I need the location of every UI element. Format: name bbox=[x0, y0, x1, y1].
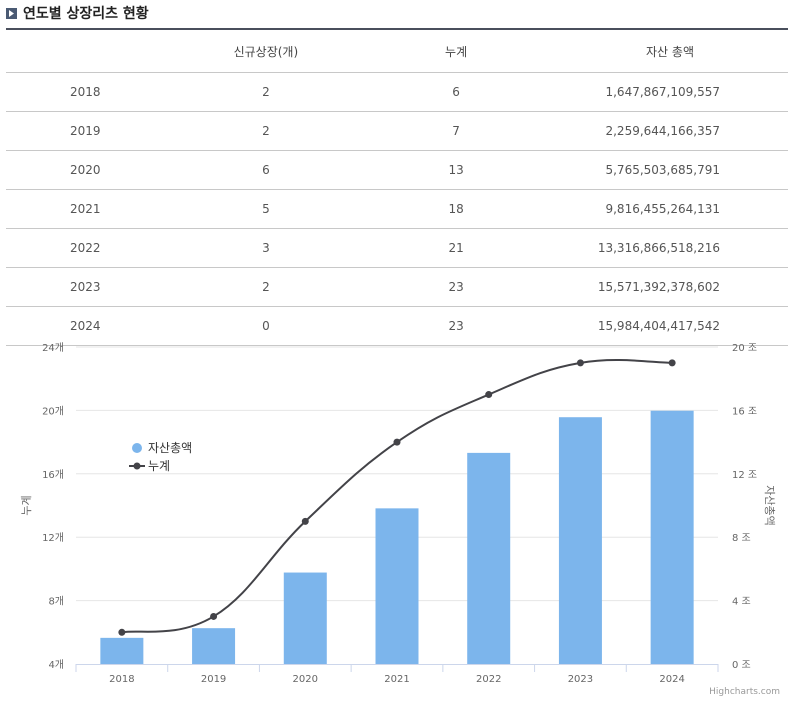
combo-chart: 4개 8개 12개 16개 20개 24개 0 조 4 조 8 조 12 조 16 조 20 조 201… bbox=[20, 342, 780, 697]
line-point-2019 bbox=[210, 612, 218, 620]
cell-year: 2020 bbox=[6, 150, 217, 190]
table-row: 2022 3 21 13,316,866,518,216 bbox=[6, 228, 788, 268]
cell-year: 2023 bbox=[6, 267, 217, 307]
left-axis-tick-label: 24개 bbox=[42, 342, 64, 354]
cell-new-listings: 2 bbox=[216, 72, 316, 112]
right-axis-tick-label: 8 조 bbox=[732, 533, 751, 544]
legend-item-cumulative: 누계 bbox=[148, 459, 170, 473]
cell-new-listings: 2 bbox=[216, 267, 316, 307]
left-axis-tick-label: 20개 bbox=[42, 405, 64, 417]
line-point-2023 bbox=[576, 359, 584, 367]
x-axis-tick-label: 2019 bbox=[201, 674, 226, 685]
cell-cumulative: 18 bbox=[315, 189, 597, 229]
left-axis-tick-label: 8개 bbox=[48, 596, 64, 608]
cell-total-assets: 2,259,644,166,357 bbox=[596, 111, 788, 151]
left-axis-tick-label: 12개 bbox=[42, 532, 64, 544]
right-axis-tick-label: 12 조 bbox=[732, 470, 757, 481]
x-axis-tick-label: 2018 bbox=[109, 674, 134, 685]
column-header-new-listings: 신규상장(개) bbox=[216, 28, 316, 73]
cell-total-assets: 5,765,503,685,791 bbox=[596, 150, 788, 190]
cell-cumulative: 7 bbox=[315, 111, 597, 151]
bar-2018 bbox=[100, 637, 144, 664]
x-axis-tick-label: 2024 bbox=[659, 674, 684, 685]
bar-2021 bbox=[375, 508, 419, 664]
cell-year: 2024 bbox=[6, 306, 217, 346]
cell-cumulative: 13 bbox=[315, 150, 597, 190]
bar-2024 bbox=[650, 410, 694, 664]
left-axis-tick-label: 16개 bbox=[42, 469, 64, 481]
column-header-cumulative: 누계 bbox=[315, 28, 597, 73]
bar-2020 bbox=[283, 572, 327, 664]
right-axis-title: 자산총액 bbox=[763, 485, 776, 525]
cell-new-listings: 3 bbox=[216, 228, 316, 268]
table-row: 2018 2 6 1,647,867,109,557 bbox=[6, 72, 788, 112]
x-axis-tick-label: 2020 bbox=[293, 674, 318, 685]
cell-total-assets: 15,984,404,417,542 bbox=[596, 306, 788, 346]
cell-new-listings: 0 bbox=[216, 306, 316, 346]
cell-cumulative: 6 bbox=[315, 72, 597, 112]
column-header-year bbox=[6, 28, 217, 73]
line-series-cumulative bbox=[118, 359, 676, 636]
line-point-2020 bbox=[301, 517, 309, 525]
cell-total-assets: 1,647,867,109,557 bbox=[596, 72, 788, 112]
column-header-total-assets: 자산 총액 bbox=[596, 28, 788, 73]
legend-item-total-assets: 자산총액 bbox=[148, 441, 192, 455]
cell-new-listings: 6 bbox=[216, 150, 316, 190]
cell-year: 2018 bbox=[6, 72, 217, 112]
cell-total-assets: 13,316,866,518,216 bbox=[596, 228, 788, 268]
bar-2019 bbox=[192, 628, 236, 664]
cell-year: 2022 bbox=[6, 228, 217, 268]
table-header-row: 신규상장(개) 누계 자산 총액 bbox=[6, 28, 788, 73]
cell-new-listings: 5 bbox=[216, 189, 316, 229]
cell-cumulative: 23 bbox=[315, 306, 597, 346]
x-axis-tick-label: 2023 bbox=[568, 674, 593, 685]
bar-2022 bbox=[467, 452, 511, 664]
line-point-2021 bbox=[393, 438, 401, 446]
bar-series-total-assets bbox=[100, 410, 694, 664]
cell-cumulative: 21 bbox=[315, 228, 597, 268]
page-title: 연도별 상장리츠 현황 bbox=[23, 6, 149, 22]
axes: 4개 8개 12개 16개 20개 24개 0 조 4 조 8 조 12 조 16 조 20 조 201… bbox=[20, 342, 776, 685]
table-row: 2020 6 13 5,765,503,685,791 bbox=[6, 150, 788, 190]
line-point-2022 bbox=[485, 391, 493, 399]
legend-symbol-total-assets bbox=[132, 443, 142, 453]
right-axis-tick-label: 0 조 bbox=[732, 660, 751, 671]
x-axis-tick-label: 2022 bbox=[476, 674, 501, 685]
cell-year: 2019 bbox=[6, 111, 217, 151]
credits-text[interactable]: Highcharts.com bbox=[709, 687, 780, 697]
cell-year: 2021 bbox=[6, 189, 217, 229]
section-title: 연도별 상장리츠 현황 bbox=[4, 2, 149, 24]
line-point-2018 bbox=[118, 628, 126, 636]
table-row: 2023 2 23 15,571,392,378,602 bbox=[6, 267, 788, 307]
cell-new-listings: 2 bbox=[216, 111, 316, 151]
cell-total-assets: 9,816,455,264,131 bbox=[596, 189, 788, 229]
left-axis-title: 누계 bbox=[20, 495, 33, 515]
table-row: 2019 2 7 2,259,644,166,357 bbox=[6, 111, 788, 151]
play-icon bbox=[6, 7, 17, 19]
cell-total-assets: 15,571,392,378,602 bbox=[596, 267, 788, 307]
legend-symbol-cumulative bbox=[133, 462, 141, 470]
reits-table: 신규상장(개) 누계 자산 총액 2018 2 6 1,647,867,109,… bbox=[6, 28, 788, 346]
bar-2023 bbox=[558, 417, 602, 664]
right-axis-tick-label: 20 조 bbox=[732, 343, 757, 354]
right-axis-tick-label: 16 조 bbox=[732, 406, 757, 417]
left-axis-tick-label: 4개 bbox=[48, 659, 64, 671]
table-row: 2024 0 23 15,984,404,417,542 bbox=[6, 306, 788, 346]
right-axis-tick-label: 4 조 bbox=[732, 597, 751, 608]
x-axis-tick-label: 2021 bbox=[384, 674, 409, 685]
table-row: 2021 5 18 9,816,455,264,131 bbox=[6, 189, 788, 229]
cell-cumulative: 23 bbox=[315, 267, 597, 307]
line-point-2024 bbox=[668, 359, 676, 367]
